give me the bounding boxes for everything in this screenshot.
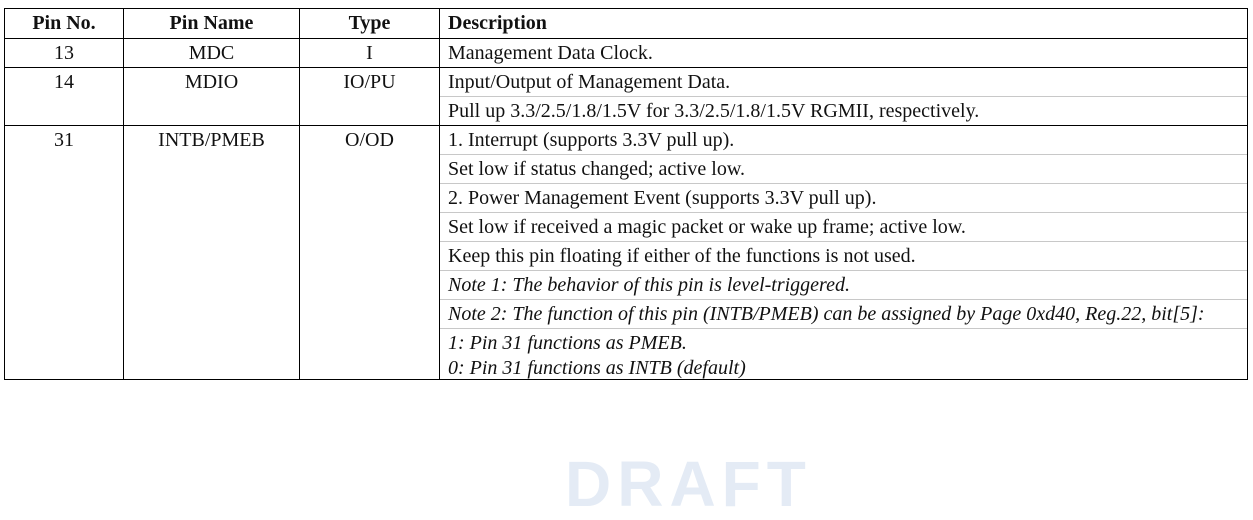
- description-line: 1. Interrupt (supports 3.3V pull up).: [448, 129, 735, 151]
- pin-type-cell: IO/PU: [299, 67, 440, 126]
- pin-no-cell: 13: [4, 38, 124, 68]
- header-pin-no: Pin No.: [4, 8, 124, 39]
- table-row: 13 MDC I Management Data Clock.: [4, 38, 1248, 68]
- header-type: Type: [299, 8, 440, 39]
- description-line: 2. Power Management Event (supports 3.3V…: [440, 183, 1247, 212]
- description-line: Management Data Clock.: [448, 42, 653, 64]
- note-line: 1: Pin 31 functions as PMEB.: [440, 328, 1247, 357]
- pin-no-cell: 31: [4, 125, 124, 380]
- note-line: Note 1: The behavior of this pin is leve…: [440, 270, 1247, 299]
- description-cell: Input/Output of Management Data. Pull up…: [439, 67, 1248, 126]
- table-row: 31 INTB/PMEB O/OD 1. Interrupt (supports…: [4, 125, 1248, 380]
- description-cell: Management Data Clock.: [439, 38, 1248, 68]
- note-line: Note 2: The function of this pin (INTB/P…: [440, 299, 1247, 328]
- description-cell: 1. Interrupt (supports 3.3V pull up). Se…: [439, 125, 1248, 380]
- pin-name-cell: MDC: [123, 38, 300, 68]
- description-line: Pull up 3.3/2.5/1.8/1.5V for 3.3/2.5/1.8…: [440, 96, 1247, 125]
- pin-name-cell: INTB/PMEB: [123, 125, 300, 380]
- draft-watermark: DRAFT: [565, 448, 812, 520]
- description-line: Set low if received a magic packet or wa…: [440, 212, 1247, 241]
- description-line: Keep this pin floating if either of the …: [440, 241, 1247, 270]
- description-line: Set low if status changed; active low.: [440, 154, 1247, 183]
- pin-type-cell: O/OD: [299, 125, 440, 380]
- pin-no-cell: 14: [4, 67, 124, 126]
- header-pin-name: Pin Name: [123, 8, 300, 39]
- description-line: Input/Output of Management Data.: [448, 71, 731, 93]
- table-header-row: Pin No. Pin Name Type Description: [4, 8, 1248, 39]
- pin-name-cell: MDIO: [123, 67, 300, 126]
- pin-type-cell: I: [299, 38, 440, 68]
- pin-description-table: Pin No. Pin Name Type Description 13 MDC…: [4, 8, 1248, 380]
- table-row: 14 MDIO IO/PU Input/Output of Management…: [4, 67, 1248, 126]
- header-description: Description: [439, 8, 1248, 39]
- note-line: 0: Pin 31 functions as INTB (default): [448, 357, 746, 379]
